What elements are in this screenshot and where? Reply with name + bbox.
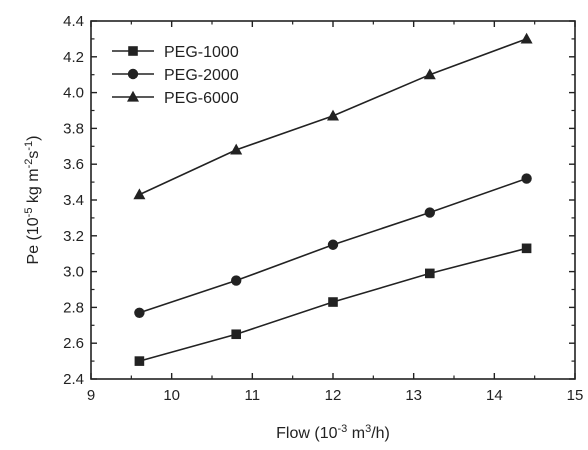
data-point xyxy=(521,243,532,254)
y-tick-label: 3.2 xyxy=(63,228,84,245)
y-tick-label: 3.6 xyxy=(63,156,84,173)
legend: PEG-1000 PEG-2000 PEG-6000 xyxy=(112,44,239,107)
legend-label: PEG-6000 xyxy=(164,90,239,107)
x-tick-label: 12 xyxy=(325,387,342,404)
series-peg-1000 xyxy=(134,243,532,366)
legend-marker xyxy=(127,90,139,102)
data-point xyxy=(230,143,243,155)
data-point xyxy=(328,297,338,307)
y-tick-label: 2.8 xyxy=(63,299,84,316)
y-tick-label: 4.0 xyxy=(63,85,84,102)
series-layer xyxy=(133,32,533,366)
y-tick-label: 4.2 xyxy=(63,49,84,66)
x-tick-label: 11 xyxy=(245,387,261,404)
data-point xyxy=(424,207,435,218)
legend-item: PEG-6000 xyxy=(112,90,239,107)
data-point xyxy=(327,239,339,250)
legend-label: PEG-2000 xyxy=(164,67,239,84)
legend-marker xyxy=(128,46,138,56)
data-point xyxy=(521,173,532,184)
x-tick-label: 14 xyxy=(486,387,503,404)
x-tick-label: 10 xyxy=(163,387,180,404)
data-point xyxy=(327,109,339,121)
x-tick-label: 15 xyxy=(567,387,584,404)
data-point xyxy=(133,188,146,200)
data-point xyxy=(425,268,435,279)
data-point xyxy=(231,329,241,340)
data-point xyxy=(520,32,533,44)
legend-label: PEG-1000 xyxy=(164,44,239,61)
legend-item: PEG-2000 xyxy=(112,67,239,84)
y-tick-label: 2.6 xyxy=(63,335,84,352)
y-tick-label: 2.4 xyxy=(63,371,84,388)
x-tick-label: 13 xyxy=(405,387,422,404)
x-axis-title: Flow (10-3 m3/h) xyxy=(276,423,390,442)
axes: 9 10 11 12 13 14 15 2.4 2.6 2.8 3.0 3.2 3.4 3.6 3.8 4.0… xyxy=(63,13,583,404)
data-point xyxy=(134,307,145,318)
x-tick-label: 9 xyxy=(87,387,95,404)
y-tick-label: 4.4 xyxy=(63,13,84,30)
data-point xyxy=(423,68,436,80)
y-tick-label: 3.8 xyxy=(63,120,84,137)
y-axis-title: Pe (10-5 kg m-2s-1) xyxy=(23,136,42,265)
data-point xyxy=(231,275,242,286)
legend-item: PEG-1000 xyxy=(112,44,239,61)
series-peg-6000 xyxy=(133,32,533,200)
series-peg-2000 xyxy=(134,173,532,318)
data-point xyxy=(134,356,145,366)
legend-marker xyxy=(127,68,139,80)
y-tick-label: 3.4 xyxy=(63,192,84,209)
y-tick-label: 3.0 xyxy=(63,264,84,281)
